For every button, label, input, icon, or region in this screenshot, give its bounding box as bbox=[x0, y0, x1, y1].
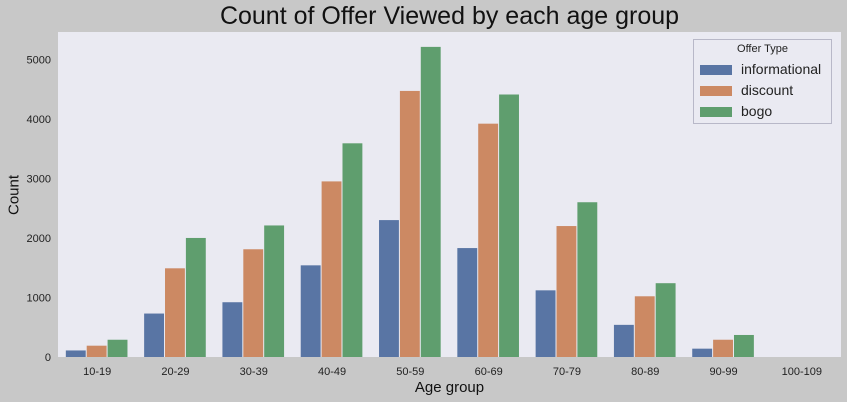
bar-discount-90-99 bbox=[713, 339, 733, 357]
legend-label-discount: discount bbox=[741, 82, 794, 98]
bar-discount-80-89 bbox=[634, 296, 655, 357]
bar-informational-90-99 bbox=[692, 348, 713, 357]
y-tick-label: 4000 bbox=[27, 114, 51, 126]
x-tick-label: 40-49 bbox=[318, 366, 346, 378]
legend: Offer Type informational discount bogo bbox=[693, 39, 832, 124]
chart-title: Count of Offer Viewed by each age group bbox=[219, 2, 680, 30]
legend-swatch-informational bbox=[700, 65, 732, 75]
x-tick-label: 100-109 bbox=[782, 366, 822, 378]
bar-informational-30-39 bbox=[222, 302, 243, 357]
bar-informational-80-89 bbox=[613, 324, 634, 357]
x-tick-label: 50-59 bbox=[396, 366, 424, 378]
legend-swatch-discount bbox=[700, 86, 732, 96]
legend-label-bogo: bogo bbox=[741, 103, 773, 119]
bar-discount-30-39 bbox=[243, 249, 264, 357]
x-tick-label: 90-99 bbox=[709, 366, 737, 378]
bar-bogo-10-19 bbox=[107, 339, 128, 357]
bar-informational-40-49 bbox=[300, 265, 321, 357]
bar-bogo-20-29 bbox=[185, 237, 206, 357]
bar-informational-60-69 bbox=[457, 248, 478, 357]
bar-bogo-30-39 bbox=[264, 225, 285, 357]
y-tick-label: 3000 bbox=[27, 173, 51, 185]
y-tick-label: 1000 bbox=[27, 292, 51, 304]
x-axis-label: Age group bbox=[414, 379, 485, 396]
y-tick-label: 2000 bbox=[27, 233, 51, 245]
bar-discount-10-19 bbox=[86, 345, 107, 357]
bar-informational-10-19 bbox=[65, 350, 86, 357]
legend-swatch-bogo bbox=[700, 107, 732, 117]
bar-discount-50-59 bbox=[399, 90, 420, 357]
bar-discount-70-79 bbox=[556, 226, 577, 357]
legend-label-informational: informational bbox=[741, 61, 822, 77]
bar-bogo-80-89 bbox=[655, 283, 676, 357]
bar-bogo-90-99 bbox=[733, 334, 754, 357]
x-tick-label: 10-19 bbox=[83, 366, 111, 378]
bar-bogo-40-49 bbox=[342, 143, 363, 357]
bar-discount-40-49 bbox=[321, 181, 342, 357]
x-tick-label: 20-29 bbox=[161, 366, 189, 378]
x-tick-label: 30-39 bbox=[240, 366, 268, 378]
y-tick-label: 5000 bbox=[27, 54, 51, 66]
x-tick-label: 80-89 bbox=[631, 366, 659, 378]
x-tick-label: 60-69 bbox=[475, 366, 503, 378]
y-tick-label: 0 bbox=[45, 352, 51, 364]
x-tick-label: 70-79 bbox=[553, 366, 581, 378]
bar-informational-20-29 bbox=[144, 313, 165, 357]
bar-bogo-50-59 bbox=[420, 46, 441, 357]
bar-bogo-60-69 bbox=[499, 94, 519, 357]
bar-informational-70-79 bbox=[535, 290, 556, 357]
bar-informational-50-59 bbox=[379, 220, 399, 357]
bar-discount-60-69 bbox=[478, 123, 499, 358]
bar-bogo-70-79 bbox=[577, 202, 598, 357]
legend-title: Offer Type bbox=[737, 43, 788, 55]
bar-discount-20-29 bbox=[165, 268, 185, 357]
